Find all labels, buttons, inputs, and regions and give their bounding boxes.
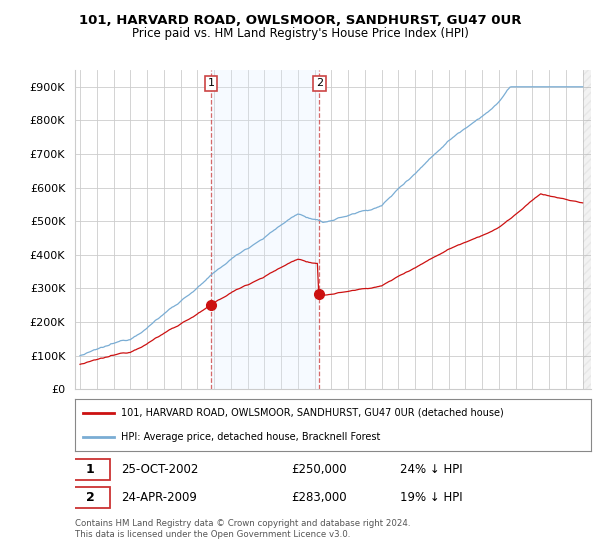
Text: 25-OCT-2002: 25-OCT-2002	[121, 463, 199, 477]
Text: 101, HARVARD ROAD, OWLSMOOR, SANDHURST, GU47 0UR (detached house): 101, HARVARD ROAD, OWLSMOOR, SANDHURST, …	[121, 408, 504, 418]
Text: £283,000: £283,000	[292, 491, 347, 505]
Text: Price paid vs. HM Land Registry's House Price Index (HPI): Price paid vs. HM Land Registry's House …	[131, 27, 469, 40]
Text: 1: 1	[86, 463, 95, 477]
Text: 24-APR-2009: 24-APR-2009	[121, 491, 197, 505]
Bar	[211, 70, 319, 389]
Text: 1: 1	[208, 78, 214, 88]
Text: HPI: Average price, detached house, Bracknell Forest: HPI: Average price, detached house, Brac…	[121, 432, 381, 442]
Text: £250,000: £250,000	[292, 463, 347, 477]
Text: 19% ↓ HPI: 19% ↓ HPI	[400, 491, 463, 505]
Bar	[583, 70, 600, 389]
FancyBboxPatch shape	[71, 459, 110, 480]
Text: 2: 2	[86, 491, 95, 505]
Text: 2: 2	[316, 78, 323, 88]
Text: Contains HM Land Registry data © Crown copyright and database right 2024.
This d: Contains HM Land Registry data © Crown c…	[75, 519, 410, 539]
Text: 101, HARVARD ROAD, OWLSMOOR, SANDHURST, GU47 0UR: 101, HARVARD ROAD, OWLSMOOR, SANDHURST, …	[79, 13, 521, 27]
FancyBboxPatch shape	[71, 487, 110, 508]
Text: 24% ↓ HPI: 24% ↓ HPI	[400, 463, 463, 477]
